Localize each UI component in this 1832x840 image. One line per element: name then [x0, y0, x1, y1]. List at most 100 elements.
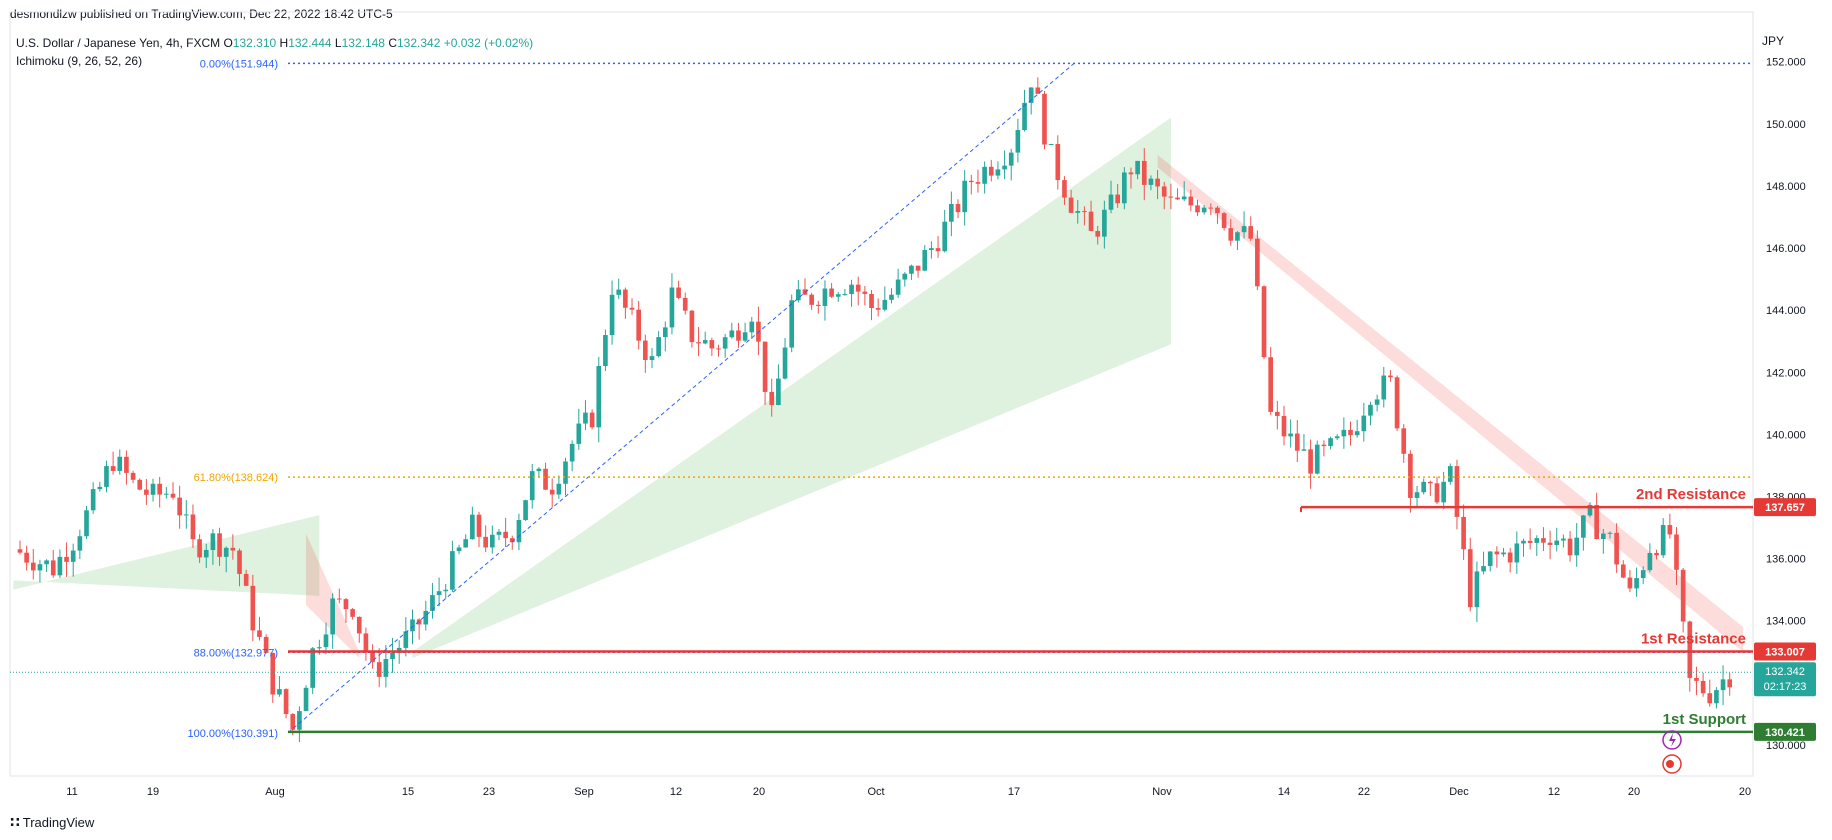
- indicator-title[interactable]: Ichimoku (9, 26, 52, 26): [16, 54, 143, 68]
- candle-body[interactable]: [596, 366, 602, 428]
- candle-body[interactable]: [297, 711, 302, 730]
- candle-body[interactable]: [1408, 453, 1413, 498]
- candle-body[interactable]: [1561, 538, 1566, 541]
- candle-body[interactable]: [962, 180, 967, 213]
- candle-body[interactable]: [523, 500, 528, 521]
- candle-body[interactable]: [556, 483, 562, 495]
- candle-body[interactable]: [835, 294, 841, 297]
- candle-body[interactable]: [789, 300, 795, 348]
- candle-body[interactable]: [436, 591, 442, 596]
- candle-body[interactable]: [1674, 534, 1679, 570]
- candle-body[interactable]: [1667, 525, 1673, 535]
- lightning-event-icon[interactable]: [1662, 730, 1682, 750]
- candle-body[interactable]: [1394, 377, 1400, 429]
- candle-body[interactable]: [975, 182, 981, 184]
- candle-body[interactable]: [1687, 621, 1693, 678]
- candle-body[interactable]: [1527, 540, 1533, 543]
- candle-body[interactable]: [1514, 543, 1520, 563]
- candle-body[interactable]: [1155, 178, 1160, 187]
- candle-body[interactable]: [1102, 209, 1107, 237]
- candle-body[interactable]: [1574, 537, 1580, 556]
- candle-body[interactable]: [390, 652, 395, 660]
- candle-body[interactable]: [1541, 538, 1546, 543]
- candle-body[interactable]: [489, 534, 495, 548]
- candle-body[interactable]: [170, 493, 176, 498]
- candle-body[interactable]: [1108, 194, 1114, 210]
- candle-body[interactable]: [722, 337, 728, 349]
- candle-body[interactable]: [676, 287, 681, 298]
- candle-body[interactable]: [656, 337, 661, 357]
- candle-body[interactable]: [1235, 232, 1240, 241]
- candle-body[interactable]: [1248, 226, 1254, 239]
- candle-body[interactable]: [829, 288, 834, 297]
- candle-body[interactable]: [1694, 677, 1699, 681]
- candle-body[interactable]: [1321, 444, 1327, 447]
- candle-body[interactable]: [1022, 102, 1027, 131]
- candle-body[interactable]: [1121, 172, 1127, 204]
- candle-body[interactable]: [50, 560, 56, 576]
- candle-body[interactable]: [629, 307, 635, 310]
- candle-body[interactable]: [1714, 690, 1719, 704]
- candle-body[interactable]: [736, 330, 741, 341]
- candle-body[interactable]: [303, 687, 309, 712]
- price-chart[interactable]: 0.00%(151.944) 61.80%(138.624) 88.00%(132.…: [0, 0, 1832, 810]
- candle-body[interactable]: [922, 250, 928, 271]
- candle-body[interactable]: [1301, 449, 1307, 451]
- candle-body[interactable]: [1627, 577, 1633, 589]
- candle-body[interactable]: [330, 598, 335, 635]
- candle-body[interactable]: [583, 412, 588, 424]
- candle-body[interactable]: [1215, 207, 1220, 214]
- candle-body[interactable]: [157, 483, 163, 495]
- candle-body[interactable]: [862, 291, 868, 294]
- candle-body[interactable]: [483, 536, 488, 548]
- candle-body[interactable]: [815, 304, 821, 306]
- candle-body[interactable]: [430, 595, 435, 611]
- candle-body[interactable]: [496, 531, 502, 535]
- candle-body[interactable]: [97, 486, 103, 490]
- candle-body[interactable]: [1128, 172, 1134, 175]
- candle-body[interactable]: [762, 341, 768, 392]
- candle-body[interactable]: [104, 466, 109, 487]
- candle-body[interactable]: [237, 550, 242, 574]
- candle-body[interactable]: [682, 297, 688, 311]
- candle-body[interactable]: [1654, 552, 1659, 556]
- candle-body[interactable]: [1521, 540, 1526, 544]
- candle-body[interactable]: [1175, 197, 1180, 200]
- candle-body[interactable]: [270, 652, 276, 695]
- candle-body[interactable]: [1454, 466, 1460, 517]
- candle-body[interactable]: [1567, 538, 1573, 556]
- candle-body[interactable]: [130, 472, 136, 480]
- candle-body[interactable]: [609, 294, 615, 336]
- candle-body[interactable]: [423, 610, 429, 625]
- chart-event-icons[interactable]: [1662, 730, 1682, 774]
- candle-body[interactable]: [1660, 525, 1666, 556]
- candle-body[interactable]: [350, 609, 355, 617]
- candle-body[interactable]: [144, 489, 149, 495]
- candle-body[interactable]: [1168, 196, 1174, 198]
- candle-body[interactable]: [543, 468, 548, 490]
- candle-body[interactable]: [177, 497, 182, 516]
- candle-body[interactable]: [277, 689, 282, 695]
- candle-body[interactable]: [1082, 211, 1087, 213]
- candle-body[interactable]: [150, 483, 156, 495]
- candle-body[interactable]: [849, 284, 854, 295]
- candle-body[interactable]: [616, 289, 622, 295]
- candle-body[interactable]: [263, 636, 269, 653]
- candle-body[interactable]: [77, 536, 83, 551]
- candle-body[interactable]: [117, 456, 123, 471]
- candle-body[interactable]: [1055, 144, 1061, 181]
- candle-body[interactable]: [1002, 165, 1007, 170]
- candle-body[interactable]: [317, 647, 322, 649]
- candle-body[interactable]: [137, 479, 143, 490]
- candle-body[interactable]: [1048, 144, 1054, 146]
- candle-body[interactable]: [1148, 178, 1154, 185]
- candle-body[interactable]: [1255, 238, 1260, 287]
- candle-body[interactable]: [17, 549, 23, 553]
- candle-body[interactable]: [1700, 680, 1706, 694]
- candle-body[interactable]: [1035, 87, 1041, 94]
- candle-body[interactable]: [1620, 564, 1626, 578]
- candle-body[interactable]: [1208, 207, 1214, 209]
- candle-body[interactable]: [183, 514, 189, 516]
- candle-body[interactable]: [1494, 551, 1500, 555]
- support-resistance-levels[interactable]: 2nd Resistance 1st Resistance 1st Support: [10, 486, 1753, 734]
